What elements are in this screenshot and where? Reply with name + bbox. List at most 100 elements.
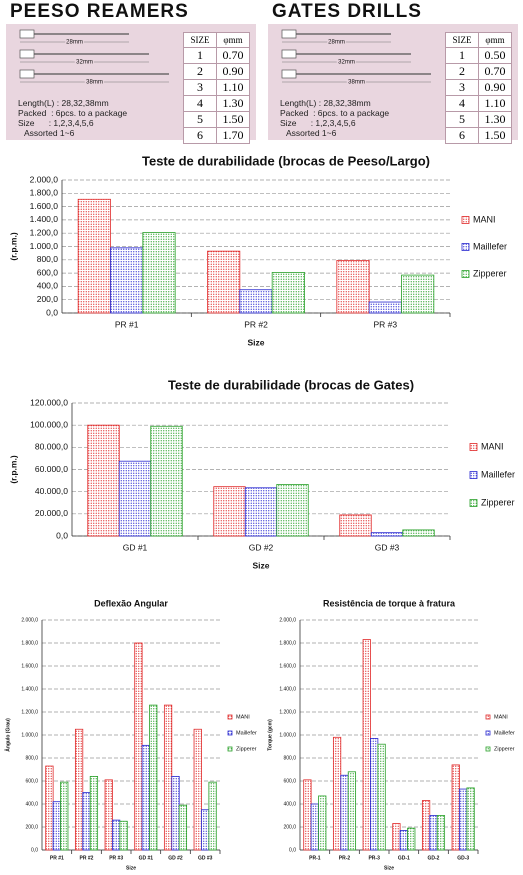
x-axis-label: Size — [247, 337, 264, 347]
dimension-label: 32mm — [338, 60, 355, 66]
bar — [407, 827, 416, 851]
instrument-handle — [19, 49, 35, 59]
dimension-label: 38mm — [86, 80, 103, 86]
table-cell: 6 — [183, 127, 217, 144]
instrument-handle — [19, 69, 35, 79]
product-panel: PEESO REAMERS 28mm 32mm 38mm SIZE φmm 1 0.70 2 0.… — [6, 0, 256, 144]
y-tick-label: 60.000,0 — [35, 464, 68, 474]
dimension-label: 38mm — [348, 80, 365, 86]
x-tick-label: PR #3 — [109, 855, 123, 861]
instrument-handle — [281, 29, 297, 39]
spec-line: Length(L) : 28,32,38mm — [18, 98, 109, 108]
bar — [119, 820, 128, 851]
header-cell: SIZE — [183, 32, 217, 48]
legend-label: Zipperer — [236, 746, 257, 752]
product-panel: GATES DRILLS 28mm 32mm 38mm SIZE φmm 1 0.50 2 0.7… — [268, 0, 518, 144]
table-cell: 1.70 — [216, 127, 250, 144]
table-cell: 0.50 — [478, 47, 512, 64]
size-table: SIZE φmm 1 0.70 2 0.90 3 1.10 4 1.30 5 1.50 6 1.70 — [183, 32, 250, 144]
table-header: SIZE φmm — [183, 32, 250, 48]
bar — [332, 736, 342, 851]
y-tick-label: 600,0 — [37, 267, 59, 277]
x-tick-label: GD #2 — [249, 542, 274, 552]
bar — [208, 781, 217, 851]
spec-line: Packed : 6pcs. to a package — [280, 108, 390, 118]
bar — [104, 779, 113, 851]
legend-label: MANI — [481, 441, 504, 451]
legend-swatch — [461, 216, 470, 224]
x-axis-label: Size — [384, 865, 394, 871]
bar — [347, 771, 357, 851]
panel-title: PEESO REAMERS — [6, 0, 256, 24]
spec-line: Size : 1,2,3,4,5,6 — [280, 118, 356, 128]
table-row: 4 1.10 — [445, 95, 512, 112]
y-tick-label: 2.000,0 — [30, 174, 59, 184]
chart-title: Resistência de torque à fratura — [323, 598, 456, 608]
bar — [118, 460, 152, 537]
bar — [429, 815, 438, 851]
bar — [163, 704, 173, 851]
y-tick-label: 1.000,0 — [279, 732, 296, 738]
bar — [377, 743, 386, 851]
y-tick-label: 80.000,0 — [35, 442, 68, 452]
y-tick-label: 1.400,0 — [30, 214, 59, 224]
legend-swatch — [485, 746, 491, 752]
bar — [110, 247, 144, 314]
bar — [74, 728, 84, 851]
bar — [193, 728, 202, 851]
y-tick-label: 600,0 — [25, 778, 38, 784]
x-tick-label: GD #1 — [123, 542, 148, 552]
x-tick-label: GD-1 — [398, 855, 410, 861]
table-row: 3 1.10 — [183, 79, 250, 96]
table-cell: 1.10 — [216, 79, 250, 96]
x-tick-label: PR #3 — [374, 319, 398, 329]
table-cell: 5 — [183, 111, 217, 128]
y-tick-label: 800,0 — [283, 755, 296, 761]
table-cell: 0.70 — [216, 47, 250, 64]
legend-swatch — [461, 243, 470, 251]
table-cell: 1 — [183, 47, 217, 64]
spec-line: Size : 1,2,3,4,5,6 — [18, 118, 94, 128]
bar — [271, 272, 305, 314]
y-tick-label: 200,0 — [37, 294, 59, 304]
table-row: 5 1.50 — [183, 111, 250, 128]
chart-title: Teste de durabilidade (brocas de Peeso/L… — [142, 153, 430, 168]
table-cell: 1 — [445, 47, 479, 64]
y-tick-label: 200,0 — [25, 824, 38, 830]
y-tick-label: 0,0 — [31, 847, 38, 853]
spec-line: Assorted 1~6 — [286, 128, 337, 138]
y-tick-label: 200,0 — [283, 824, 296, 830]
legend-label: Maillefer — [236, 730, 257, 736]
chart: Teste de durabilidade (brocas de Peeso/L… — [8, 153, 507, 347]
bar — [399, 830, 408, 851]
table-cell: 1.30 — [478, 111, 512, 128]
legend-label: MANI — [494, 714, 508, 720]
table-row: 5 1.30 — [445, 111, 512, 128]
table-row: 1 0.70 — [183, 47, 250, 64]
table-cell: 1.10 — [478, 95, 512, 112]
y-tick-label: 2.000,0 — [279, 617, 296, 623]
y-tick-label: 20.000,0 — [35, 508, 68, 518]
bar — [436, 815, 446, 851]
bar — [150, 425, 183, 537]
bar — [303, 779, 312, 851]
table-row: 2 0.70 — [445, 63, 512, 80]
legend-label: MANI — [473, 214, 496, 224]
bar — [142, 232, 176, 314]
x-tick-label: GD-3 — [457, 855, 469, 861]
y-tick-label: 0,0 — [289, 847, 296, 853]
y-tick-label: 800,0 — [25, 755, 38, 761]
table-row: 1 0.50 — [445, 47, 512, 64]
y-tick-label: 600,0 — [283, 778, 296, 784]
bar — [392, 823, 401, 851]
spec-line: Packed : 6pcs. to a package — [18, 108, 128, 118]
x-tick-label: GD #1 — [139, 855, 154, 861]
bar — [201, 809, 210, 851]
y-tick-label: 1.200,0 — [279, 709, 296, 715]
table-row: 6 1.50 — [445, 127, 512, 144]
y-tick-label: 800,0 — [37, 254, 59, 264]
header-cell: SIZE — [445, 32, 479, 48]
table-cell: 0.90 — [216, 63, 250, 80]
instrument-handle — [19, 29, 35, 39]
y-axis-label: (r.p.m.) — [8, 232, 18, 261]
